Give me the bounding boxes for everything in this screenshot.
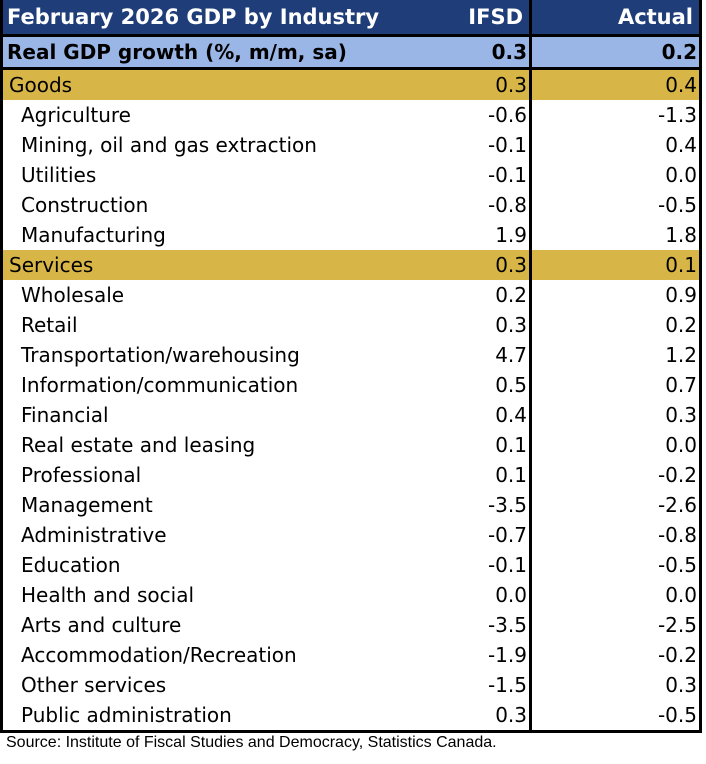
actual-value: -0.5: [530, 190, 702, 220]
source-note: Source: Institute of Fiscal Studies and …: [6, 734, 497, 751]
table-row: Public administration 0.3 -0.5: [0, 700, 702, 733]
ifsd-value: -0.1: [438, 550, 532, 580]
actual-value: 0.7: [530, 370, 702, 400]
gdp-table: February 2026 GDP by Industry IFSD Actua…: [0, 0, 702, 733]
industry-label: Real estate and leasing: [0, 430, 439, 460]
actual-value: 1.8: [530, 220, 702, 250]
actual-value: -1.3: [530, 100, 702, 130]
industry-label: Education: [0, 550, 439, 580]
gdp-growth-label: Real GDP growth (%, m/m, sa): [0, 34, 439, 70]
section-actual: 0.4: [530, 68, 702, 100]
industry-label: Health and social: [0, 580, 439, 610]
industry-label: Construction: [0, 190, 439, 220]
ifsd-value: -0.7: [438, 520, 532, 550]
industry-label: Financial: [0, 400, 439, 430]
section-label: Goods: [0, 68, 439, 100]
ifsd-value: -1.5: [438, 670, 532, 700]
table-row: Agriculture -0.6 -1.3: [0, 100, 702, 130]
table-row: Utilities -0.1 0.0: [0, 160, 702, 190]
table-row: Education -0.1 -0.5: [0, 550, 702, 580]
ifsd-value: -0.1: [438, 160, 532, 190]
actual-value: -0.5: [530, 700, 702, 733]
table-row: Wholesale 0.2 0.9: [0, 280, 702, 310]
table-row: Other services -1.5 0.3: [0, 670, 702, 700]
ifsd-value: 0.1: [438, 460, 532, 490]
actual-value: 0.9: [530, 280, 702, 310]
actual-value: -0.8: [530, 520, 702, 550]
actual-value: 1.2: [530, 340, 702, 370]
actual-value: -0.5: [530, 550, 702, 580]
table-row: Financial 0.4 0.3: [0, 400, 702, 430]
actual-value: -0.2: [530, 640, 702, 670]
industry-label: Public administration: [0, 700, 439, 733]
table-row: Professional 0.1 -0.2: [0, 460, 702, 490]
table-row: Mining, oil and gas extraction -0.1 0.4: [0, 130, 702, 160]
actual-value: 0.2: [530, 310, 702, 340]
actual-value: 0.3: [530, 670, 702, 700]
section-ifsd: 0.3: [438, 250, 532, 280]
actual-value: 0.0: [530, 580, 702, 610]
table-row: Information/communication 0.5 0.7: [0, 370, 702, 400]
table-row: Real estate and leasing 0.1 0.0: [0, 430, 702, 460]
table-title: February 2026 GDP by Industry: [0, 0, 439, 36]
actual-value: -2.5: [530, 610, 702, 640]
gdp-growth-actual: 0.2: [530, 34, 702, 70]
table-row: Accommodation/Recreation -1.9 -0.2: [0, 640, 702, 670]
ifsd-value: -0.8: [438, 190, 532, 220]
table-row: Construction -0.8 -0.5: [0, 190, 702, 220]
industry-label: Retail: [0, 310, 439, 340]
column-header-ifsd: IFSD: [438, 0, 532, 36]
section-ifsd: 0.3: [438, 68, 532, 100]
industry-label: Wholesale: [0, 280, 439, 310]
table-header-row: February 2026 GDP by Industry IFSD Actua…: [0, 0, 702, 36]
table-row: Transportation/warehousing 4.7 1.2: [0, 340, 702, 370]
ifsd-value: 0.0: [438, 580, 532, 610]
table-row: Administrative -0.7 -0.8: [0, 520, 702, 550]
ifsd-value: 0.4: [438, 400, 532, 430]
industry-label: Information/communication: [0, 370, 439, 400]
gdp-growth-ifsd: 0.3: [438, 34, 532, 70]
industry-label: Transportation/warehousing: [0, 340, 439, 370]
goods-section-row: Goods 0.3 0.4: [0, 68, 702, 100]
industry-label: Mining, oil and gas extraction: [0, 130, 439, 160]
table-row: Retail 0.3 0.2: [0, 310, 702, 340]
industry-label: Agriculture: [0, 100, 439, 130]
actual-value: 0.3: [530, 400, 702, 430]
section-actual: 0.1: [530, 250, 702, 280]
ifsd-value: 0.3: [438, 310, 532, 340]
ifsd-value: -0.6: [438, 100, 532, 130]
industry-label: Other services: [0, 670, 439, 700]
gdp-table-sheet: February 2026 GDP by Industry IFSD Actua…: [0, 0, 702, 751]
industry-label: Manufacturing: [0, 220, 439, 250]
actual-value: 0.0: [530, 160, 702, 190]
actual-value: -0.2: [530, 460, 702, 490]
ifsd-value: -1.9: [438, 640, 532, 670]
services-section-row: Services 0.3 0.1: [0, 250, 702, 280]
ifsd-value: 1.9: [438, 220, 532, 250]
ifsd-value: -3.5: [438, 490, 532, 520]
column-header-actual: Actual: [530, 0, 702, 36]
table-row: Management -3.5 -2.6: [0, 490, 702, 520]
industry-label: Accommodation/Recreation: [0, 640, 439, 670]
industry-label: Administrative: [0, 520, 439, 550]
ifsd-value: 0.2: [438, 280, 532, 310]
ifsd-value: -3.5: [438, 610, 532, 640]
industry-label: Utilities: [0, 160, 439, 190]
ifsd-value: 0.3: [438, 700, 532, 733]
table-row: Arts and culture -3.5 -2.5: [0, 610, 702, 640]
gdp-growth-row: Real GDP growth (%, m/m, sa) 0.3 0.2: [0, 34, 702, 70]
ifsd-value: 0.1: [438, 430, 532, 460]
ifsd-value: 0.5: [438, 370, 532, 400]
ifsd-value: 4.7: [438, 340, 532, 370]
actual-value: 0.4: [530, 130, 702, 160]
section-label: Services: [0, 250, 439, 280]
industry-label: Professional: [0, 460, 439, 490]
ifsd-value: -0.1: [438, 130, 532, 160]
industry-label: Arts and culture: [0, 610, 439, 640]
table-row: Health and social 0.0 0.0: [0, 580, 702, 610]
actual-value: 0.0: [530, 430, 702, 460]
table-row: Manufacturing 1.9 1.8: [0, 220, 702, 250]
industry-label: Management: [0, 490, 439, 520]
actual-value: -2.6: [530, 490, 702, 520]
